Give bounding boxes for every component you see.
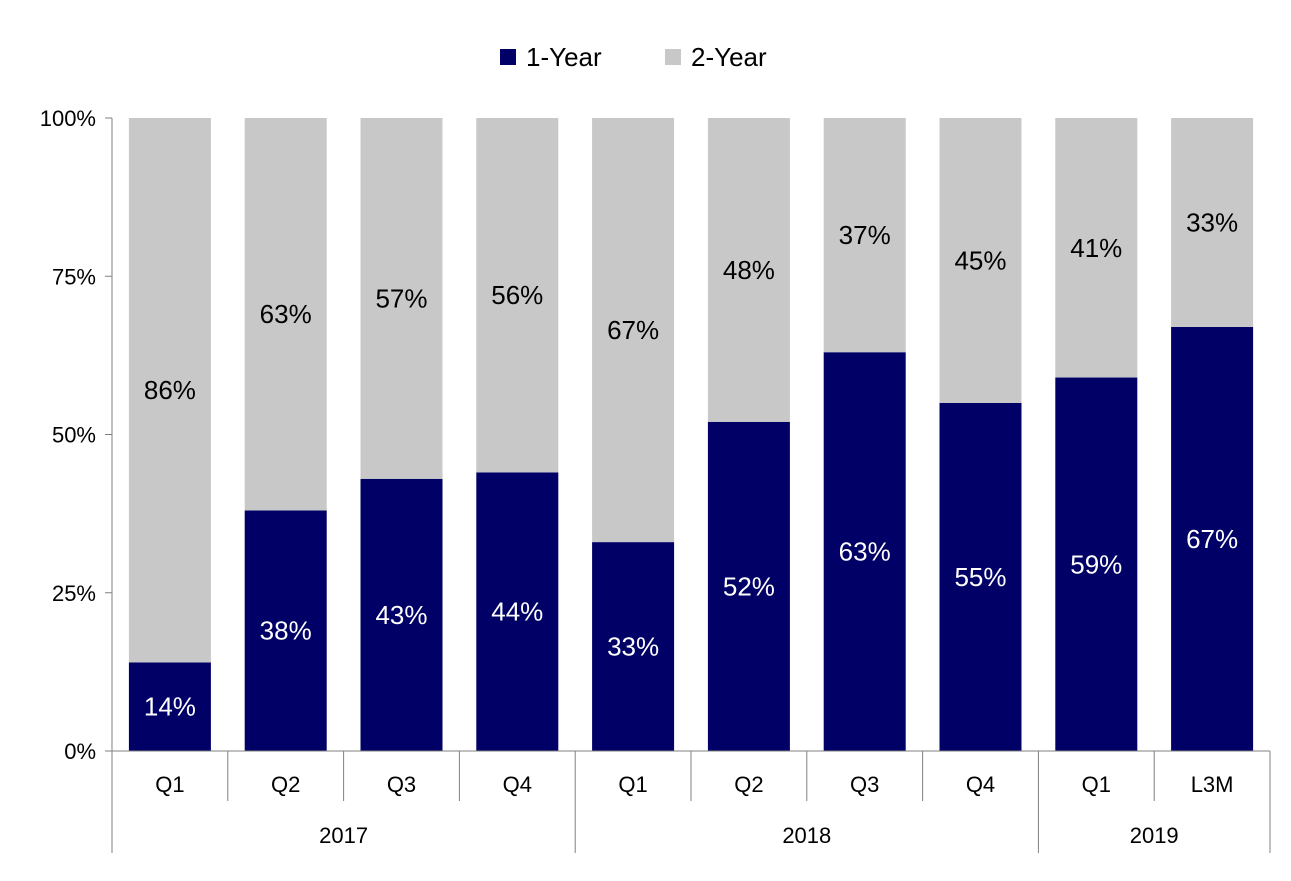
data-label: 52% (723, 571, 775, 601)
data-label: 63% (260, 299, 312, 329)
data-label: 45% (954, 245, 1006, 275)
data-label: 57% (375, 283, 427, 313)
bar-segment-1-year (1171, 326, 1254, 751)
legend-swatch (665, 49, 681, 65)
data-label: 86% (144, 375, 196, 405)
data-label: 67% (607, 315, 659, 345)
bar-segment-2-year (592, 118, 675, 543)
x-group-label: 2018 (782, 823, 831, 848)
bar-segment-1-year (823, 352, 906, 751)
data-label: 56% (491, 280, 543, 310)
bar-segment-2-year (823, 118, 906, 353)
bar-segment-2-year (360, 118, 443, 479)
data-label: 37% (839, 220, 891, 250)
y-tick-label: 50% (52, 423, 96, 448)
data-label: 33% (1186, 207, 1238, 237)
data-label: 44% (491, 597, 543, 627)
data-label: 48% (723, 255, 775, 285)
bar-segment-1-year (244, 510, 327, 751)
bar-segment-1-year (476, 472, 559, 751)
x-tick-label: Q4 (503, 772, 532, 797)
y-tick-label: 25% (52, 581, 96, 606)
x-tick-label: Q1 (155, 772, 184, 797)
y-tick-label: 75% (52, 264, 96, 289)
x-tick-label: Q1 (1082, 772, 1111, 797)
x-tick-label: Q4 (966, 772, 995, 797)
x-group-label: 2019 (1130, 823, 1179, 848)
bar-segment-2-year (1171, 118, 1254, 327)
data-label: 67% (1186, 524, 1238, 554)
bar-segment-1-year (939, 402, 1022, 751)
x-tick-label: L3M (1191, 772, 1234, 797)
y-tick-label: 0% (64, 739, 96, 764)
data-label: 33% (607, 632, 659, 662)
bar-segment-2-year (244, 118, 327, 511)
data-label: 63% (839, 537, 891, 567)
x-tick-label: Q2 (734, 772, 763, 797)
bar-segment-1-year (592, 542, 675, 751)
data-label: 55% (954, 562, 1006, 592)
bar-segment-1-year (360, 478, 443, 751)
x-group-label: 2017 (319, 823, 368, 848)
x-tick-label: Q3 (850, 772, 879, 797)
bar-segment-1-year (128, 662, 211, 751)
bar-segment-1-year (707, 421, 790, 751)
data-label: 14% (144, 692, 196, 722)
bar-segment-2-year (476, 118, 559, 473)
x-tick-label: Q1 (618, 772, 647, 797)
legend-label: 1-Year (526, 42, 602, 72)
data-label: 59% (1070, 549, 1122, 579)
bar-segment-2-year (1055, 118, 1138, 378)
legend-swatch (500, 49, 516, 65)
data-label: 41% (1070, 233, 1122, 263)
data-label: 43% (375, 600, 427, 630)
data-label: 38% (260, 616, 312, 646)
bar-segment-1-year (1055, 377, 1138, 751)
bar-segment-2-year (128, 118, 211, 663)
bar-segment-2-year (939, 118, 1022, 403)
y-tick-label: 100% (40, 106, 96, 131)
x-tick-label: Q3 (387, 772, 416, 797)
x-tick-label: Q2 (271, 772, 300, 797)
legend-label: 2-Year (691, 42, 767, 72)
bar-segment-2-year (707, 118, 790, 422)
